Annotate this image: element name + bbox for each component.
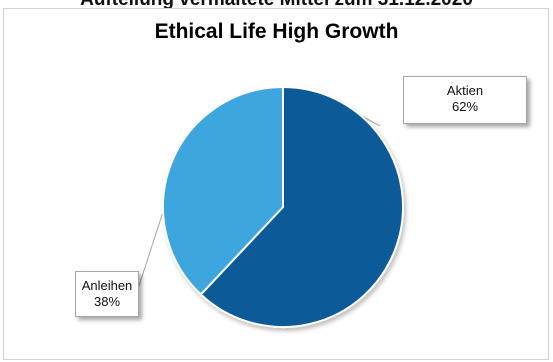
pie-slices (161, 86, 404, 328)
header-caption: Aufteilung vermaltete Mittel zum 31.12.2… (0, 0, 553, 11)
data-label-anleihen: Anleihen 38% (75, 271, 139, 317)
chart-title: Ethical Life High Growth (154, 20, 399, 43)
header-caption-strip: Aufteilung vermaltete Mittel zum 31.12.2… (0, 0, 553, 14)
data-label-aktien-name: Aktien (446, 83, 484, 98)
pie-slice-aktien (199, 86, 404, 328)
data-label-anleihen-value: 38% (93, 294, 121, 309)
pie-slice-anleihen (161, 86, 284, 296)
data-label-aktien-value: 62% (451, 99, 479, 114)
data-label-anleihen-name: Anleihen (81, 278, 133, 293)
data-label-aktien: Aktien 62% (403, 76, 527, 124)
